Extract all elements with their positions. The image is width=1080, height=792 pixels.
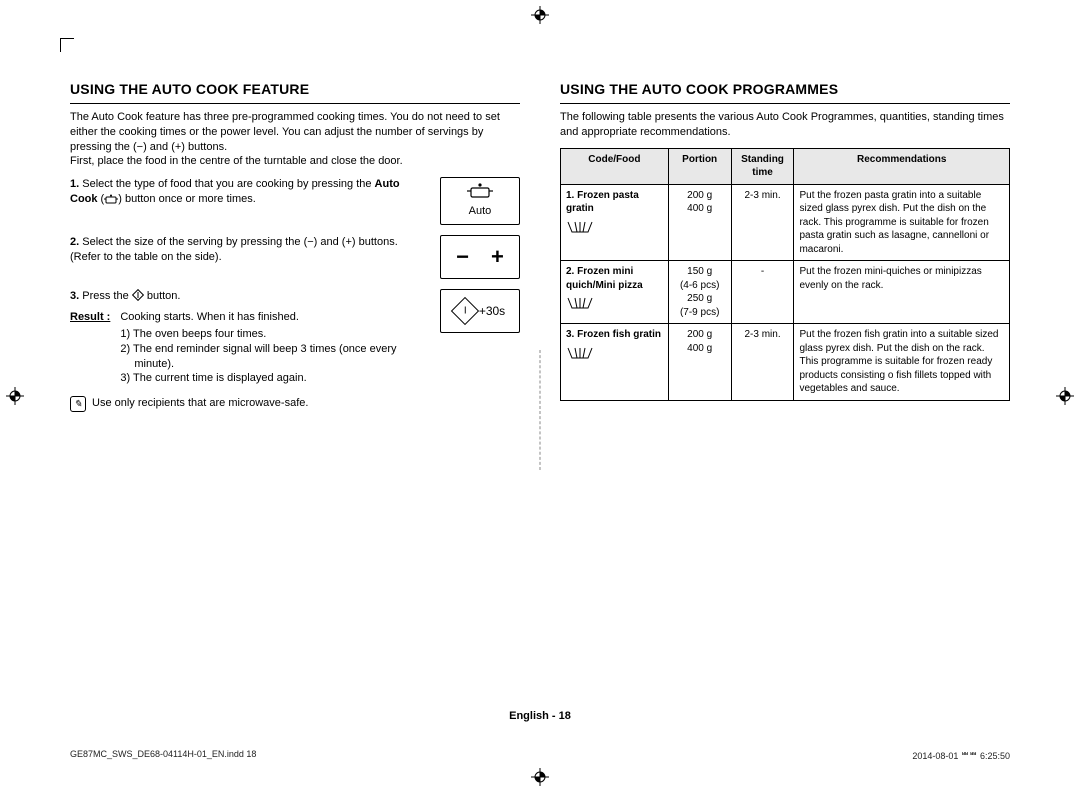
intro-left: The Auto Cook feature has three pre-prog… bbox=[70, 110, 520, 169]
intro-right: The following table presents the various… bbox=[560, 110, 1010, 140]
step-3: 3. Press the button. Result : Cooking st… bbox=[70, 289, 520, 386]
cell-rec: Put the frozen fish gratin into a suitab… bbox=[794, 324, 1010, 401]
step-1: 1. Select the type of food that you are … bbox=[70, 177, 520, 225]
auto-label: Auto bbox=[469, 204, 492, 219]
result-item: 2) The end reminder signal will beep 3 t… bbox=[120, 342, 426, 372]
table-row: 1. Frozen pasta gratin***200 g400 g2-3 m… bbox=[561, 184, 1010, 261]
print-filename: GE87MC_SWS_DE68-04114H-01_EN.indd 18 bbox=[70, 749, 256, 762]
start-diamond-icon: I bbox=[451, 297, 479, 325]
plus30-label: +30s bbox=[479, 303, 505, 319]
cell-food: 2. Frozen mini quich/Mini pizza*** bbox=[561, 261, 669, 324]
cell-standing: 2-3 min. bbox=[731, 184, 794, 261]
th-recommendations: Recommendations bbox=[794, 148, 1010, 184]
step-text: Select the size of the serving by pressi… bbox=[70, 236, 398, 263]
result-label: Result : bbox=[70, 310, 110, 386]
print-line: GE87MC_SWS_DE68-04114H-01_EN.indd 18 201… bbox=[70, 749, 1010, 762]
registration-mark-bottom bbox=[531, 768, 549, 786]
page-footer: English - 18 bbox=[0, 710, 1080, 722]
result-block: Result : Cooking starts. When it has fin… bbox=[70, 310, 426, 386]
th-standing: Standing time bbox=[731, 148, 794, 184]
step-text: button. bbox=[144, 290, 181, 302]
svg-text:***: *** bbox=[577, 220, 583, 223]
step-text: ( bbox=[98, 193, 105, 205]
note-text: Use only recipients that are microwave-s… bbox=[92, 396, 308, 411]
cell-food: 3. Frozen fish gratin*** bbox=[561, 324, 669, 401]
registration-mark-right bbox=[1056, 387, 1074, 405]
start-diamond-icon bbox=[132, 289, 144, 306]
print-timestamp: 2014-08-01 ᄈᄈ 6:25:50 bbox=[912, 749, 1010, 762]
steps-list: 1. Select the type of food that you are … bbox=[70, 177, 520, 386]
registration-mark-top bbox=[531, 6, 549, 24]
crop-mark bbox=[60, 38, 74, 52]
step-text: Press the bbox=[82, 290, 132, 302]
step-num: 1. bbox=[70, 178, 79, 190]
th-portion: Portion bbox=[668, 148, 731, 184]
result-item: 1) The oven beeps four times. bbox=[120, 327, 426, 342]
heading-auto-cook-programmes: USING THE AUTO COOK PROGRAMMES bbox=[560, 80, 1010, 104]
result-intro: Cooking starts. When it has finished. bbox=[120, 310, 426, 325]
registration-mark-left bbox=[6, 387, 24, 405]
step-text: ) button once or more times. bbox=[118, 193, 256, 205]
programmes-table: Code/Food Portion Standing time Recommen… bbox=[560, 148, 1010, 401]
column-separator bbox=[540, 350, 541, 470]
table-row: 2. Frozen mini quich/Mini pizza***150 g(… bbox=[561, 261, 1010, 324]
pot-icon bbox=[467, 183, 493, 204]
pot-icon bbox=[104, 194, 118, 209]
step-2: 2. Select the size of the serving by pre… bbox=[70, 235, 520, 279]
cell-food: 1. Frozen pasta gratin*** bbox=[561, 184, 669, 261]
minus-icon: − bbox=[456, 242, 469, 272]
cell-standing: 2-3 min. bbox=[731, 324, 794, 401]
plus-icon: + bbox=[491, 242, 504, 272]
cell-rec: Put the frozen mini-quiches or minipizza… bbox=[794, 261, 1010, 324]
cell-rec: Put the frozen pasta gratin into a suita… bbox=[794, 184, 1010, 261]
plus-minus-diagram: −+ bbox=[440, 235, 520, 279]
note-icon: ✎ bbox=[70, 396, 86, 412]
svg-text:***: *** bbox=[577, 296, 583, 299]
auto-button-diagram: Auto bbox=[440, 177, 520, 225]
th-code-food: Code/Food bbox=[561, 148, 669, 184]
cell-standing: - bbox=[731, 261, 794, 324]
right-column: USING THE AUTO COOK PROGRAMMES The follo… bbox=[560, 80, 1010, 412]
cell-portion: 200 g400 g bbox=[668, 184, 731, 261]
start-button-diagram: I +30s bbox=[440, 289, 520, 333]
cell-portion: 200 g400 g bbox=[668, 324, 731, 401]
left-column: USING THE AUTO COOK FEATURE The Auto Coo… bbox=[70, 80, 520, 412]
page: USING THE AUTO COOK FEATURE The Auto Coo… bbox=[0, 0, 1080, 792]
result-list: 1) The oven beeps four times. 2) The end… bbox=[120, 327, 426, 386]
svg-text:***: *** bbox=[577, 346, 583, 349]
result-item: 3) The current time is displayed again. bbox=[120, 371, 426, 386]
note: ✎ Use only recipients that are microwave… bbox=[70, 396, 520, 412]
step-num: 3. bbox=[70, 290, 79, 302]
heading-auto-cook-feature: USING THE AUTO COOK FEATURE bbox=[70, 80, 520, 104]
step-num: 2. bbox=[70, 236, 79, 248]
table-row: 3. Frozen fish gratin***200 g400 g2-3 mi… bbox=[561, 324, 1010, 401]
step-text: Select the type of food that you are coo… bbox=[82, 178, 374, 190]
cell-portion: 150 g(4-6 pcs)250 g(7-9 pcs) bbox=[668, 261, 731, 324]
